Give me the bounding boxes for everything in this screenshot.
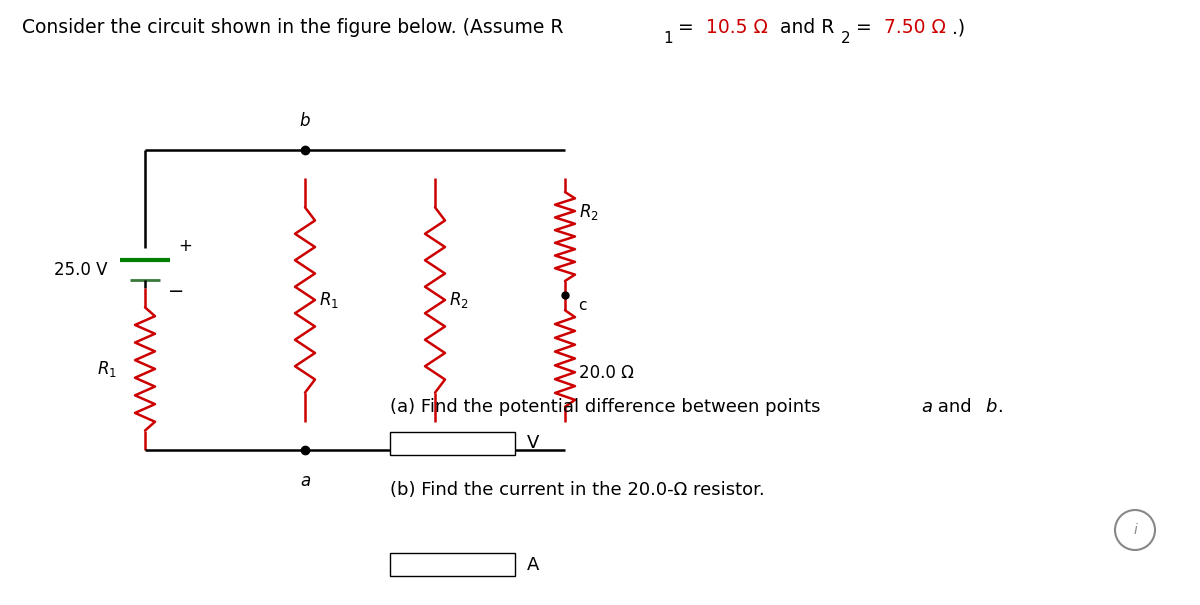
Text: c: c <box>578 298 587 313</box>
Bar <box>390 432 515 455</box>
Text: b: b <box>986 398 997 416</box>
Text: (b) Find the current in the 20.0-Ω resistor.: (b) Find the current in the 20.0-Ω resis… <box>390 481 764 499</box>
Text: and: and <box>931 398 977 416</box>
Text: $R_1$: $R_1$ <box>319 290 338 310</box>
Text: .): .) <box>952 18 965 37</box>
Text: a: a <box>920 398 932 416</box>
Text: 25.0 V: 25.0 V <box>54 261 108 279</box>
Text: 10.5 Ω: 10.5 Ω <box>706 18 768 37</box>
Text: 1: 1 <box>664 31 673 46</box>
Text: −: − <box>168 282 185 301</box>
Text: +: + <box>178 237 192 255</box>
Text: 7.50 Ω: 7.50 Ω <box>884 18 946 37</box>
Text: 2: 2 <box>841 31 851 46</box>
Text: a: a <box>300 472 310 490</box>
Text: Consider the circuit shown in the figure below. (Assume R: Consider the circuit shown in the figure… <box>22 18 564 37</box>
Text: b: b <box>300 112 311 130</box>
Text: A: A <box>527 555 539 574</box>
Text: V: V <box>527 434 539 453</box>
Bar <box>390 553 515 576</box>
Text: (a) Find the potential difference between points: (a) Find the potential difference betwee… <box>390 398 827 416</box>
Text: i: i <box>1133 523 1136 537</box>
Text: $R_2$: $R_2$ <box>580 203 599 223</box>
Text: .: . <box>997 398 1002 416</box>
Text: =: = <box>851 18 878 37</box>
Text: =: = <box>672 18 700 37</box>
Text: $R_1$: $R_1$ <box>97 359 118 379</box>
Text: $R_2$: $R_2$ <box>449 290 469 310</box>
Text: and R: and R <box>774 18 834 37</box>
Text: 20.0 Ω: 20.0 Ω <box>580 364 634 382</box>
